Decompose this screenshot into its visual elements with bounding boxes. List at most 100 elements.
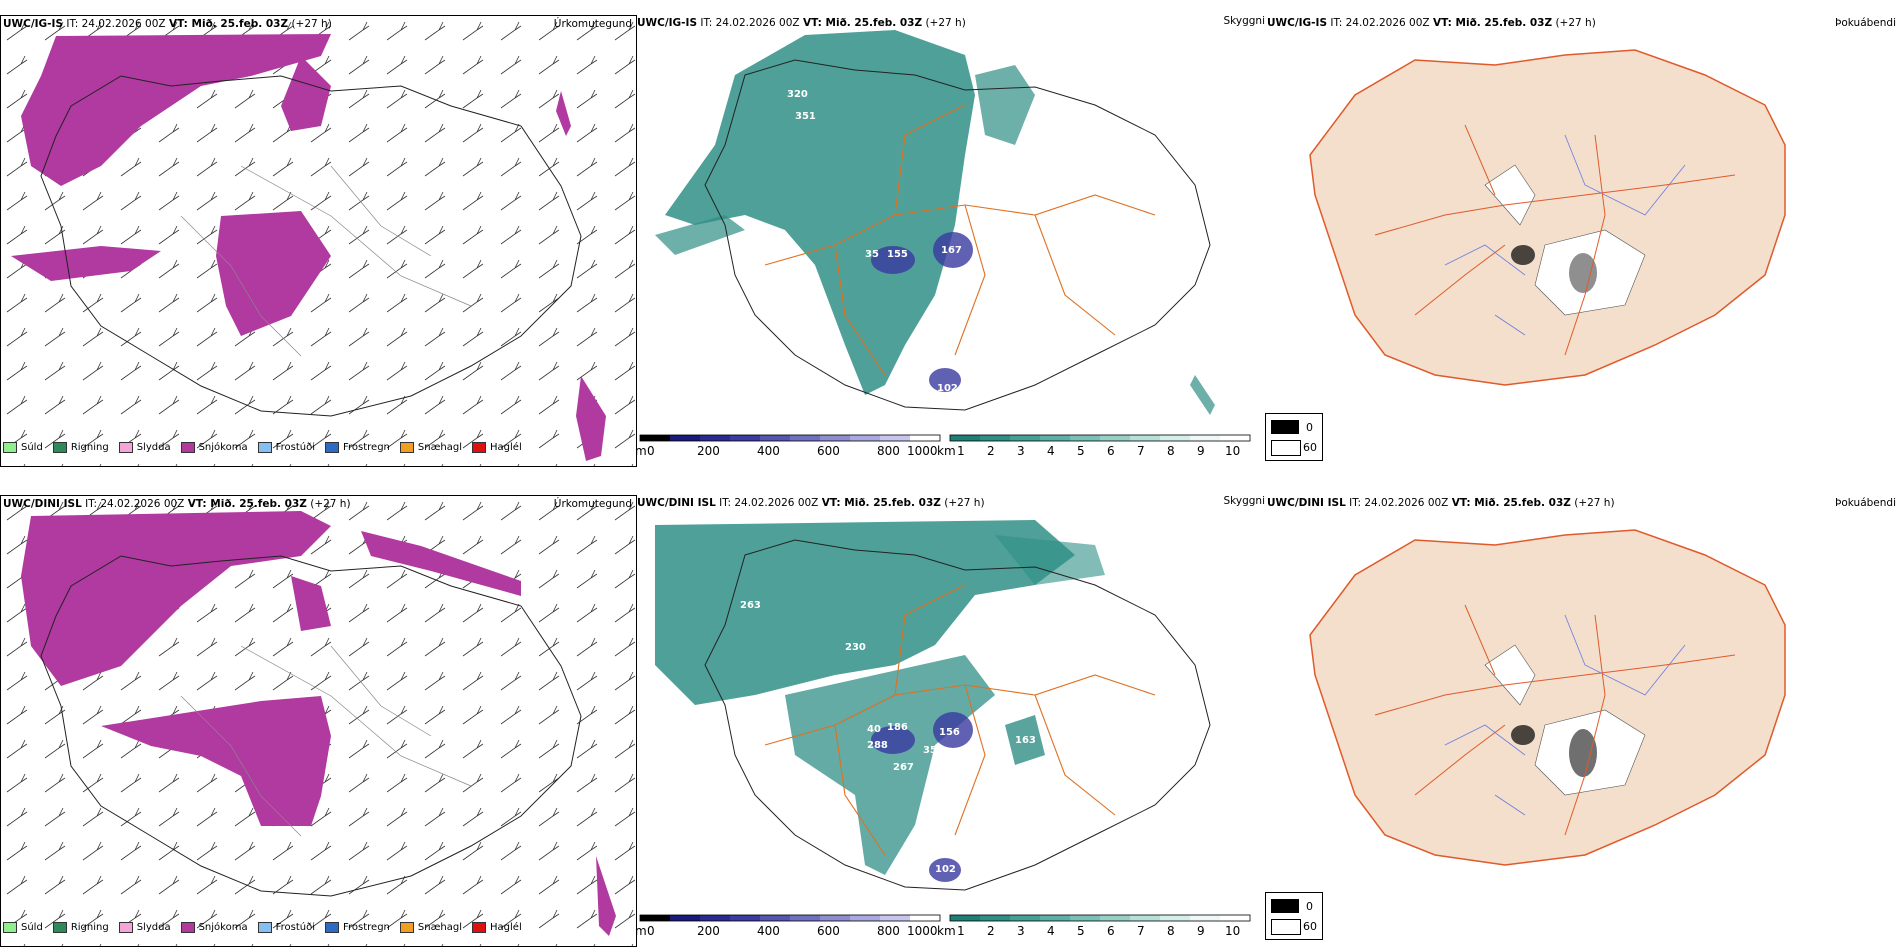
cloudbase-unit: m [635,444,647,458]
legend-swatch [257,921,272,933]
visibility-tick: 7 [1137,924,1145,938]
legend-item: Haglél [472,441,522,453]
fog-tick: 0 [1306,421,1313,434]
visibility-map-top: 351 320 35 155 167 18 50 102 63 m 0 200 … [635,15,1265,460]
legend-swatch [118,921,133,933]
cloud-label: 351 [795,111,816,122]
cloud-label: 186 [887,722,908,733]
cloud-label: 156 [939,727,960,738]
legend-swatch [257,441,272,453]
cloud-label: 167 [941,245,962,256]
legend-swatch [399,441,414,453]
legend-item: Rigning [52,921,109,933]
legend-swatch [180,921,195,933]
legend-item: Súld [3,441,43,453]
legend-item: Rigning [52,441,109,453]
cloud-label: 63 [911,343,925,354]
panel-title: UWC/IG-IS IT: 24.02.2026 00Z VT: Mið. 25… [637,17,966,29]
cloud-label: 230 [845,642,866,653]
cloudbase-tick: 0 [647,444,655,458]
legend-item: Snjókoma [180,921,248,933]
fog-map-top-svg [1309,49,1786,386]
visibility-tick: 3 [1017,924,1025,938]
visibility-tick: 9 [1197,444,1205,458]
cloudbase-tick: 800 [877,924,900,938]
legend-item: Frostúði [257,921,315,933]
legend-item: Slydda [118,921,171,933]
visibility-unit: km [937,444,956,458]
visibility-colorbar: km 1 2 3 4 5 6 7 8 9 10 [937,434,1251,458]
legend-swatch [180,441,195,453]
legend-item: Snæhagl [399,441,462,453]
legend-swatch [472,921,487,933]
visibility-tick: 4 [1047,924,1055,938]
legend-item: Súld [3,921,43,933]
cloud-label: 50 [917,387,931,398]
legend-swatch [3,921,17,933]
fog-header: Þokuábendi [1835,497,1896,509]
precip-legend: Súld Rigning Slydda Snjókoma Frostúði Fr… [3,919,532,935]
cloud-label: 350 [923,745,944,756]
precip-map-bottom-svg [1,496,636,946]
legend-item: Slydda [118,441,171,453]
cloudbase-tick: 400 [757,444,780,458]
cloud-label: 18 [1019,265,1033,276]
visibility-tick: 6 [1107,924,1115,938]
fog-tick: 0 [1306,900,1313,913]
cloud-label: 40 [867,724,881,735]
visibility-tick: 6 [1107,444,1115,458]
fog-tick: 60 [1303,920,1317,933]
legend-swatch [52,921,67,933]
precip-map-top: UWC/IG-IS IT: 24.02.2026 00Z VT: Mið. 25… [0,15,637,467]
cloudbase-colorbar: m 0 200 400 600 800 1000 [635,914,941,938]
cloudbase-unit: m [635,924,647,938]
cloudbase-tick: 200 [697,444,720,458]
panel-title: UWC/IG-IS IT: 24.02.2026 00Z VT: Mið. 25… [1267,17,1596,29]
cloud-label: 267 [893,762,914,773]
legend-item: Frostregn [325,441,390,453]
visibility-header: Skyggni [1223,15,1266,27]
fog-map-bottom-svg [1309,529,1786,866]
cloud-label: 320 [787,89,808,100]
legend-swatch [472,441,487,453]
legend-swatch [399,921,414,933]
fog-map-bottom: UWC/DINI ISL IT: 24.02.2026 00Z VT: Mið.… [1265,495,1900,890]
cloudbase-tick: 800 [877,444,900,458]
cloud-label: 60 [911,867,925,878]
visibility-unit: km [937,924,956,938]
panel-title: UWC/DINI ISL IT: 24.02.2026 00Z VT: Mið.… [637,497,985,509]
fog-colorbar-bottom: 0 60 [1265,892,1323,940]
cloud-label: 102 [935,864,956,875]
cloudbase-tick: 1000 [907,444,938,458]
visibility-header: Skyggni [1223,495,1266,507]
visibility-map-top-svg: 351 320 35 155 167 18 50 102 63 m 0 200 … [635,30,1251,458]
visibility-tick: 8 [1167,444,1175,458]
precip-map-top-svg [1,16,636,466]
cloudbase-tick: 200 [697,924,720,938]
visibility-colorbar: km 1 2 3 4 5 6 7 8 9 10 [937,914,1251,938]
legend-swatch [325,921,339,933]
visibility-tick: 7 [1137,444,1145,458]
precip-header: Úrkomutegund [553,18,632,30]
visibility-tick: 3 [1017,444,1025,458]
cloudbase-tick: 400 [757,924,780,938]
cloud-label: 288 [867,740,888,751]
cloudbase-tick: 0 [647,924,655,938]
visibility-tick: 8 [1167,924,1175,938]
visibility-tick: 1 [957,444,965,458]
legend-item: Snæhagl [399,921,462,933]
precip-header: Úrkomutegund [553,498,632,510]
visibility-tick: 2 [987,444,995,458]
legend-item: Haglél [472,921,522,933]
visibility-map-bottom-svg: 263 230 40 186 156 288 350 267 163 60 10… [635,520,1251,938]
precip-legend: Súld Rigning Slydda Snjókoma Frostúði Fr… [3,439,532,455]
precip-map-bottom: UWC/DINI ISL IT: 24.02.2026 00Z VT: Mið.… [0,495,637,947]
cloud-label: 155 [887,249,908,260]
cloud-label: 102 [937,383,958,394]
visibility-map-bottom: 263 230 40 186 156 288 350 267 163 60 10… [635,495,1265,940]
visibility-tick: 9 [1197,924,1205,938]
legend-item: Frostúði [257,441,315,453]
cloudbase-tick: 600 [817,924,840,938]
legend-swatch [325,441,339,453]
cloudbase-colorbar: m 0 200 400 600 800 1000 [635,434,941,458]
